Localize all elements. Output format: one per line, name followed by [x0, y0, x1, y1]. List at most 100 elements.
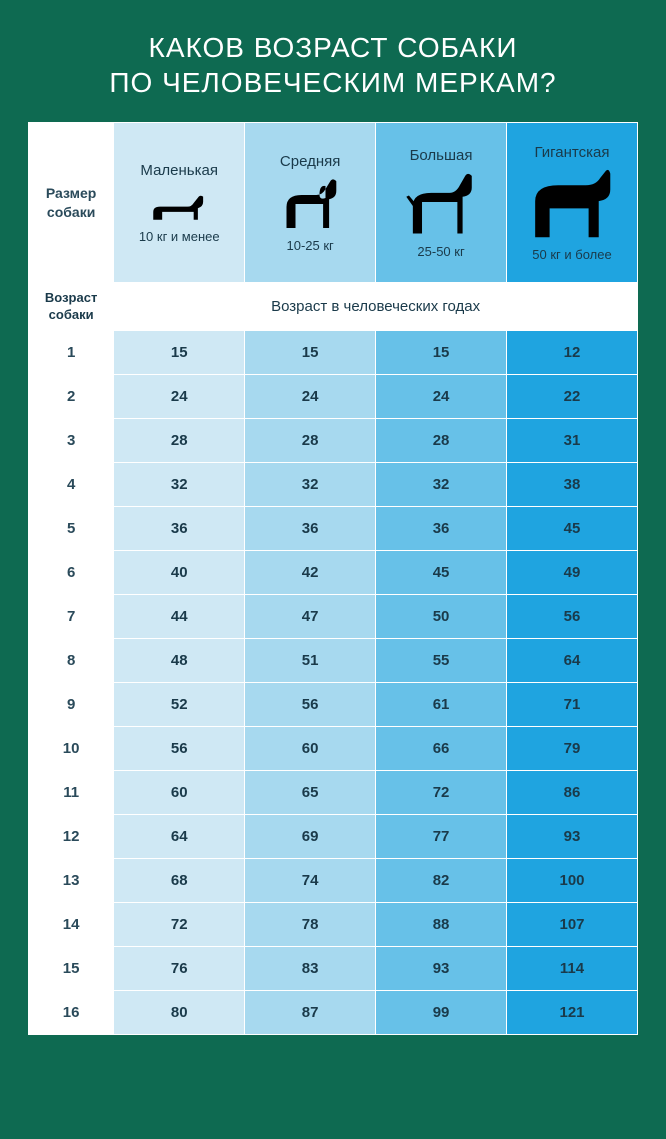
dog-small-icon — [118, 183, 240, 225]
age-row-label: Возраст собаки — [29, 283, 114, 331]
human-age-cell: 52 — [114, 683, 245, 727]
size-weight: 10 кг и менее — [118, 229, 240, 244]
dog-giant-icon — [511, 165, 633, 243]
human-age-cell: 28 — [376, 419, 507, 463]
human-age-cell: 36 — [245, 507, 376, 551]
table-row: 1264697793 — [29, 815, 638, 859]
human-age-cell: 32 — [376, 463, 507, 507]
dog-age-cell: 5 — [29, 507, 114, 551]
table-row: 328282831 — [29, 419, 638, 463]
table-row: 432323238 — [29, 463, 638, 507]
human-age-cell: 15 — [114, 331, 245, 375]
dog-age-cell: 10 — [29, 727, 114, 771]
human-age-cell: 28 — [114, 419, 245, 463]
human-age-cell: 24 — [114, 375, 245, 419]
human-age-cell: 60 — [245, 727, 376, 771]
human-age-cell: 56 — [245, 683, 376, 727]
human-age-cell: 77 — [376, 815, 507, 859]
dog-age-cell: 13 — [29, 859, 114, 903]
table-row: 744475056 — [29, 595, 638, 639]
table-row: 115151512 — [29, 331, 638, 375]
human-age-cell: 24 — [376, 375, 507, 419]
dog-age-cell: 2 — [29, 375, 114, 419]
human-age-cell: 71 — [507, 683, 638, 727]
table-row: 15768393114 — [29, 947, 638, 991]
size-name: Маленькая — [118, 162, 240, 179]
table-row: 13687482100 — [29, 859, 638, 903]
size-weight: 10-25 кг — [249, 238, 371, 253]
human-age-cell: 74 — [245, 859, 376, 903]
table-row: 224242422 — [29, 375, 638, 419]
human-age-cell: 61 — [376, 683, 507, 727]
human-years-header: Возраст в человеческих годах — [114, 283, 638, 331]
table-row: 1160657286 — [29, 771, 638, 815]
table-row: 16808799121 — [29, 991, 638, 1035]
human-age-cell: 88 — [376, 903, 507, 947]
dog-age-table: Размер собаки Маленькая 10 кг и менее Сред… — [28, 122, 638, 1035]
human-age-cell: 40 — [114, 551, 245, 595]
human-age-cell: 65 — [245, 771, 376, 815]
dog-age-cell: 14 — [29, 903, 114, 947]
human-age-cell: 45 — [507, 507, 638, 551]
title-line-1: КАКОВ ВОЗРАСТ СОБАКИ — [149, 32, 518, 63]
human-age-cell: 48 — [114, 639, 245, 683]
human-age-cell: 12 — [507, 331, 638, 375]
size-row-label: Размер собаки — [29, 123, 114, 283]
dog-medium-icon — [249, 174, 371, 234]
dog-age-cell: 15 — [29, 947, 114, 991]
human-age-cell: 68 — [114, 859, 245, 903]
human-age-cell: 72 — [376, 771, 507, 815]
human-age-cell: 60 — [114, 771, 245, 815]
human-age-cell: 114 — [507, 947, 638, 991]
dog-large-icon — [380, 168, 502, 240]
human-age-cell: 38 — [507, 463, 638, 507]
human-age-cell: 78 — [245, 903, 376, 947]
human-age-cell: 99 — [376, 991, 507, 1035]
human-age-cell: 100 — [507, 859, 638, 903]
human-age-cell: 80 — [114, 991, 245, 1035]
human-age-cell: 51 — [245, 639, 376, 683]
human-age-cell: 79 — [507, 727, 638, 771]
size-header-row: Размер собаки Маленькая 10 кг и менее Сред… — [29, 123, 638, 283]
dog-age-cell: 1 — [29, 331, 114, 375]
age-header-row: Возраст собаки Возраст в человеческих го… — [29, 283, 638, 331]
human-age-cell: 66 — [376, 727, 507, 771]
table-body: 1151515122242424223282828314323232385363… — [29, 331, 638, 1035]
human-age-cell: 22 — [507, 375, 638, 419]
human-age-cell: 15 — [376, 331, 507, 375]
table-row: 848515564 — [29, 639, 638, 683]
human-age-cell: 32 — [245, 463, 376, 507]
size-col-2: Большая25-50 кг — [376, 123, 507, 283]
size-weight: 50 кг и более — [511, 247, 633, 262]
human-age-cell: 121 — [507, 991, 638, 1035]
table-row: 1056606679 — [29, 727, 638, 771]
size-weight: 25-50 кг — [380, 244, 502, 259]
dog-age-cell: 3 — [29, 419, 114, 463]
human-age-cell: 93 — [376, 947, 507, 991]
human-age-cell: 49 — [507, 551, 638, 595]
age-row-label-text: Возраст собаки — [45, 290, 97, 321]
human-age-cell: 50 — [376, 595, 507, 639]
human-age-cell: 64 — [507, 639, 638, 683]
table-row: 14727888107 — [29, 903, 638, 947]
human-age-cell: 83 — [245, 947, 376, 991]
human-age-cell: 44 — [114, 595, 245, 639]
dog-age-cell: 11 — [29, 771, 114, 815]
human-age-cell: 31 — [507, 419, 638, 463]
size-name: Средняя — [249, 153, 371, 170]
human-years-header-text: Возраст в человеческих годах — [271, 298, 480, 315]
size-name: Гигантская — [511, 144, 633, 161]
human-age-cell: 36 — [376, 507, 507, 551]
human-age-cell: 24 — [245, 375, 376, 419]
table-row: 640424549 — [29, 551, 638, 595]
human-age-cell: 47 — [245, 595, 376, 639]
human-age-cell: 45 — [376, 551, 507, 595]
table-row: 536363645 — [29, 507, 638, 551]
human-age-cell: 55 — [376, 639, 507, 683]
dog-age-cell: 7 — [29, 595, 114, 639]
human-age-cell: 64 — [114, 815, 245, 859]
human-age-cell: 107 — [507, 903, 638, 947]
dog-age-cell: 6 — [29, 551, 114, 595]
title-line-2: ПО ЧЕЛОВЕЧЕСКИМ МЕРКАМ? — [109, 67, 556, 98]
page-title: КАКОВ ВОЗРАСТ СОБАКИ ПО ЧЕЛОВЕЧЕСКИМ МЕР… — [28, 30, 638, 100]
